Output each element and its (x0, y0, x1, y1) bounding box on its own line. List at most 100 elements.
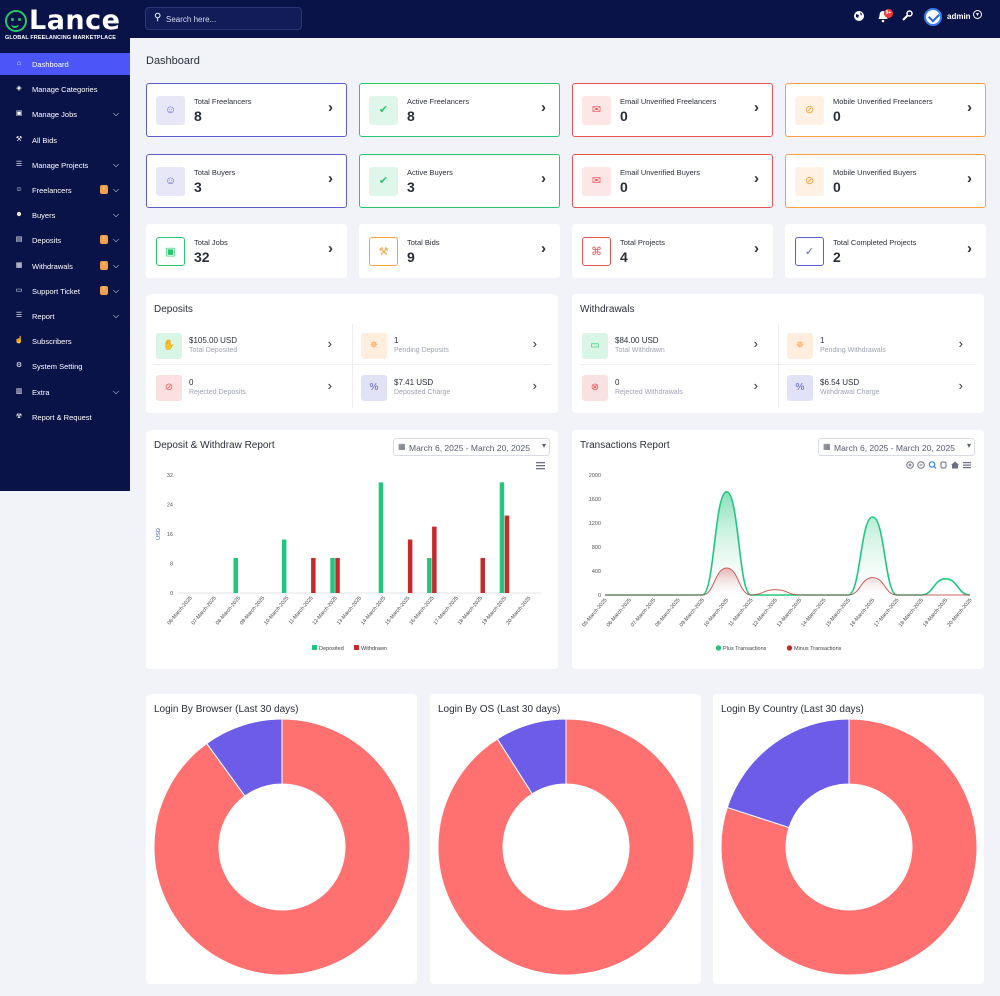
user-name[interactable]: admin (947, 12, 971, 21)
chevron-right-icon: › (532, 336, 537, 351)
chevron-right-icon: › (753, 336, 758, 351)
sidebar-item-withdrawals[interactable]: ▦ Withdrawals! ⌵ (0, 255, 130, 277)
mobile-off-icon: ⊘ (795, 96, 824, 125)
sidebar-item-manage-jobs[interactable]: ▣ Manage Jobs ⌵ (0, 103, 130, 125)
chevron-right-icon: › (327, 336, 332, 351)
sidebar-item-extra[interactable]: ▥ Extra ⌵ (0, 381, 130, 403)
chevron-right-icon: › (328, 99, 333, 116)
stat-card-total-projects[interactable]: ⌘ Total Projects 4 › (572, 224, 773, 278)
stat-label: Mobile Unverified Freelancers (833, 97, 933, 106)
briefcase-icon: ▣ (156, 237, 185, 266)
stat-card-active-freelancers[interactable]: ✔ Active Freelancers 8 › (359, 83, 560, 137)
withdrawals-item-pending-withdrawals[interactable]: ✵ 1 Pending Withdrawals › (779, 325, 975, 367)
date-range-picker[interactable]: ▦ March 6, 2025 - March 20, 2025 ▾ (393, 438, 550, 456)
brand-logo[interactable]: Lance GLOBAL FREELANCING MARKETPLACE (0, 0, 130, 48)
legend-marker (354, 645, 359, 650)
list-icon: ☰ (15, 160, 23, 168)
search-input[interactable] (166, 11, 296, 27)
bar-deposited (427, 557, 432, 593)
y-tick-label: 400 (592, 569, 601, 575)
globe-icon[interactable] (852, 10, 866, 24)
login-os-title: Login By OS (Last 30 days) (438, 704, 561, 715)
sidebar-item-manage-projects[interactable]: ☰ Manage Projects ⌵ (0, 154, 130, 176)
stat-card-total-buyers[interactable]: ☺ Total Buyers 3 › (146, 154, 347, 208)
stat-value: 3 (407, 179, 415, 195)
home-icon[interactable] (951, 461, 959, 469)
deposits-item-pending-deposits[interactable]: ✵ 1 Pending Deposits › (353, 325, 549, 367)
y-tick-label: 0 (170, 591, 173, 597)
stat-card-total-completed-projects[interactable]: ✓ Total Completed Projects 2 › (785, 224, 986, 278)
bar-deposited (330, 557, 335, 593)
stat-card-total-bids[interactable]: ⚒ Total Bids 9 › (359, 224, 560, 278)
calendar-icon: ▦ (398, 442, 406, 451)
sidebar-item-freelancers[interactable]: ☺ Freelancers! ⌵ (0, 179, 130, 201)
chart-menu-icon[interactable] (963, 462, 971, 469)
y-tick-label: 0 (598, 593, 601, 599)
wrench-icon[interactable] (900, 10, 914, 24)
avatar[interactable] (924, 8, 942, 26)
magnifier-icon[interactable] (928, 461, 937, 469)
x-tick-label: 06-March-2025 (166, 595, 193, 626)
deposits-item-rejected-deposits[interactable]: ⊘ 0 Rejected Deposits › (148, 367, 344, 409)
x-tick-label: 05-March-2025 (581, 597, 608, 628)
logo-mark-icon (5, 10, 27, 32)
sidebar-item-buyers[interactable]: ☻ Buyers ⌵ (0, 204, 130, 226)
date-range-text: March 6, 2025 - March 20, 2025 (409, 443, 530, 453)
x-tick-label: 10-March-2025 (703, 597, 730, 628)
sidebar-item-system-setting[interactable]: ⚙ System Setting (0, 355, 130, 377)
sidebar-item-subscribers[interactable]: ☝ Subscribers (0, 330, 130, 352)
stat-card-email-unverified-buyers[interactable]: ✉ Email Unverified Buyers 0 › (572, 154, 773, 208)
x-tick-label: 16-March-2025 (408, 595, 435, 626)
withdrawals-item-total-withdrawn[interactable]: ▭ $84.00 USD Total Withdrawn › (574, 325, 770, 367)
donut-slice (206, 718, 283, 797)
sidebar-item-deposits[interactable]: ▤ Deposits! ⌵ (0, 229, 130, 251)
donut-slice (720, 718, 978, 976)
zoom-in-icon[interactable] (906, 461, 914, 469)
envelope-icon: ✉ (582, 96, 611, 125)
search-box[interactable]: ⚲ (145, 7, 302, 30)
alert-badge: ! (100, 185, 108, 194)
stat-card-total-jobs[interactable]: ▣ Total Jobs 32 › (146, 224, 347, 278)
chevron-down-icon: ⌵ (113, 285, 120, 295)
chevron-right-icon: › (328, 240, 333, 257)
chart-menu-icon[interactable] (536, 457, 546, 470)
stat-card-total-freelancers[interactable]: ☺ Total Freelancers 8 › (146, 83, 347, 137)
sidebar-item-label: Support Ticket (32, 286, 80, 296)
user-check-icon: ✔ (369, 167, 398, 196)
card-icon: ▭ (582, 333, 608, 359)
sidebar-item-support-ticket[interactable]: ▭ Support Ticket! ⌵ (0, 280, 130, 302)
sidebar-item-report[interactable]: ☰ Report ⌵ (0, 305, 130, 327)
sidebar-item-dashboard[interactable]: ⌂ Dashboard (0, 53, 130, 75)
bar-withdrawn (480, 557, 485, 593)
stat-card-mobile-unverified-freelancers[interactable]: ⊘ Mobile Unverified Freelancers 0 › (785, 83, 986, 137)
brand-name: Lance (29, 5, 121, 36)
stat-card-email-unverified-freelancers[interactable]: ✉ Email Unverified Freelancers 0 › (572, 83, 773, 137)
withdrawals-item-withdrawal-charge[interactable]: % $6.54 USD Withdrawal Charge › (779, 367, 975, 409)
y-tick-label: 8 (170, 562, 173, 568)
stat-card-active-buyers[interactable]: ✔ Active Buyers 3 › (359, 154, 560, 208)
x-tick-label: 15-March-2025 (384, 595, 411, 626)
zoom-out-icon[interactable] (917, 461, 925, 469)
date-range-picker[interactable]: ▦ March 6, 2025 - March 20, 2025 ▾ (818, 438, 975, 456)
x-tick-label: 09-March-2025 (239, 595, 266, 626)
sidebar-item-all-bids[interactable]: ⚒ All Bids (0, 129, 130, 151)
chevron-down-icon: ⌵ (113, 185, 120, 194)
x-tick-label: 18-March-2025 (457, 595, 484, 626)
pan-hand-icon[interactable] (940, 461, 947, 469)
user-check-icon: ✔ (369, 96, 398, 125)
withdrawals-item-rejected-withdrawals[interactable]: ⊗ 0 Rejected Withdrawals › (574, 367, 770, 409)
sidebar-item-manage-categories[interactable]: ◈ Manage Categories (0, 78, 130, 100)
sidebar-item-label: Manage Jobs (32, 110, 78, 120)
bar-deposited (233, 557, 238, 593)
withdrawals-panel: Withdrawals ▭ $84.00 USD Total Withdrawn › ✵… (572, 294, 984, 413)
login-os-panel: Login By OS (Last 30 days) (430, 694, 701, 984)
x-tick-label: 12-March-2025 (312, 595, 339, 626)
deposits-item-deposited-charge[interactable]: % $7.41 USD Deposited Charge › (353, 367, 549, 409)
stat-card-mobile-unverified-buyers[interactable]: ⊘ Mobile Unverified Buyers 0 › (785, 154, 986, 208)
sidebar-item-report-request[interactable]: ☢ Report & Request (0, 406, 130, 428)
deposits-item-total-deposited[interactable]: ✋ $105.00 USD Total Deposited › (148, 325, 344, 367)
chevron-down-icon: ⌵ (113, 159, 120, 169)
chevron-down-icon[interactable]: ▼ (973, 10, 982, 19)
x-tick-label: 15-March-2025 (825, 597, 852, 628)
stat-label: Total Freelancers (194, 97, 252, 106)
